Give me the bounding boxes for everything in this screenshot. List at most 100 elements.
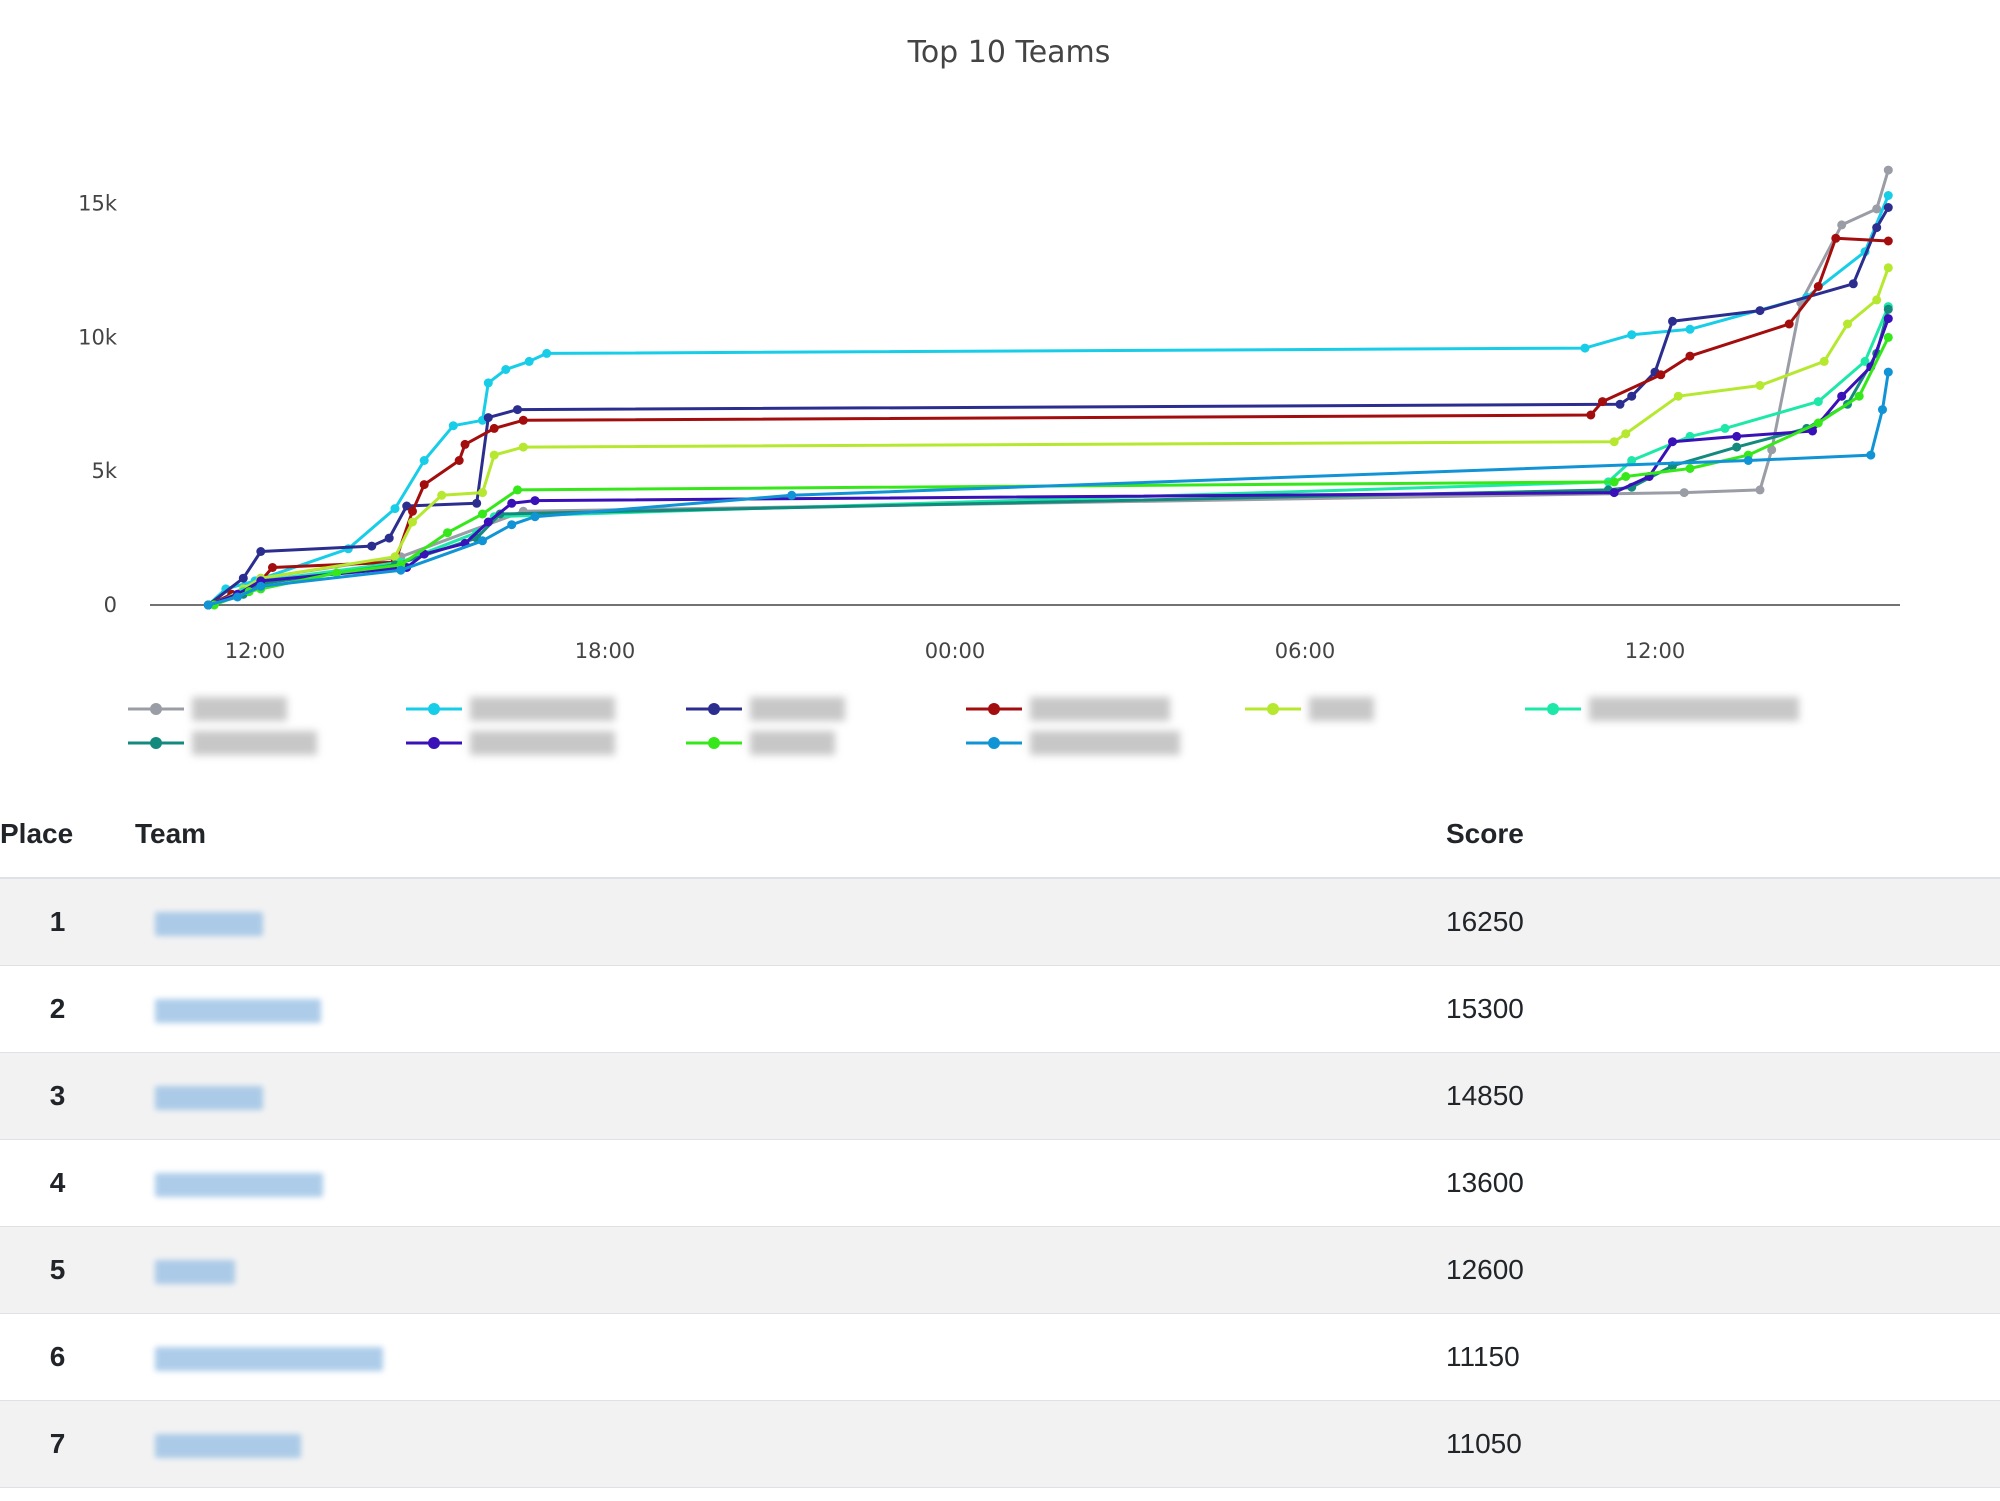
team-link[interactable] bbox=[155, 1433, 301, 1458]
data-point bbox=[472, 498, 482, 508]
y-tick-label: 0 bbox=[104, 593, 117, 617]
table-row: 4 13600 bbox=[0, 1139, 2000, 1227]
legend-item[interactable] bbox=[966, 697, 1170, 721]
data-point bbox=[518, 442, 528, 452]
series-3 bbox=[203, 203, 1893, 610]
data-point bbox=[437, 490, 447, 500]
data-point bbox=[1883, 304, 1893, 314]
data-point bbox=[256, 547, 266, 556]
place-cell: 4 bbox=[0, 1139, 115, 1227]
data-point bbox=[1883, 367, 1893, 377]
data-point bbox=[1743, 456, 1753, 465]
data-point bbox=[1732, 431, 1742, 441]
legend-item[interactable] bbox=[128, 697, 287, 721]
x-tick-label: 00:00 bbox=[925, 639, 986, 663]
score-cell: 16250 bbox=[1446, 878, 2000, 966]
team-link[interactable] bbox=[155, 911, 263, 936]
team-cell[interactable] bbox=[115, 1052, 1446, 1140]
data-point bbox=[396, 565, 406, 575]
table-row: 3 14850 bbox=[0, 1052, 2000, 1140]
data-point bbox=[1685, 351, 1695, 361]
score-cell: 11050 bbox=[1446, 1400, 2000, 1488]
data-point bbox=[367, 541, 377, 551]
legend-item[interactable] bbox=[966, 731, 1180, 755]
series-layer bbox=[203, 165, 1893, 610]
data-point bbox=[390, 504, 400, 514]
legend-item[interactable] bbox=[128, 731, 317, 755]
legend-item[interactable] bbox=[406, 731, 615, 755]
team-link[interactable] bbox=[155, 1259, 235, 1284]
data-point bbox=[1673, 391, 1683, 401]
data-point bbox=[454, 456, 464, 465]
team-link[interactable] bbox=[155, 1346, 383, 1371]
team-link[interactable] bbox=[155, 1172, 323, 1197]
y-tick-label: 15k bbox=[78, 192, 118, 216]
legend-swatch-marker bbox=[1267, 703, 1279, 715]
legend-swatch-marker bbox=[708, 703, 720, 715]
scoreboard-table: Place Team Score 1 16250 2 15300 3 14850… bbox=[0, 791, 2000, 1488]
data-point bbox=[1872, 295, 1882, 305]
data-point bbox=[1872, 223, 1882, 233]
data-point bbox=[1831, 233, 1841, 243]
team-cell[interactable] bbox=[115, 1313, 1446, 1401]
team-cell[interactable] bbox=[115, 1226, 1446, 1314]
legend-item[interactable] bbox=[1245, 697, 1374, 721]
team-link[interactable] bbox=[155, 1085, 263, 1110]
data-point bbox=[1843, 319, 1852, 329]
data-point bbox=[1580, 343, 1590, 353]
data-point bbox=[1598, 397, 1607, 407]
team-link[interactable] bbox=[155, 998, 321, 1023]
data-point bbox=[530, 496, 540, 506]
data-point bbox=[408, 506, 417, 516]
data-point bbox=[1755, 381, 1765, 390]
legend-swatch-marker bbox=[150, 737, 162, 749]
legend-item[interactable] bbox=[406, 697, 615, 721]
team-cell[interactable] bbox=[115, 965, 1446, 1053]
data-point bbox=[1883, 165, 1893, 175]
data-point bbox=[1656, 370, 1666, 380]
data-point bbox=[1883, 203, 1893, 212]
data-point bbox=[1627, 391, 1637, 401]
data-point bbox=[1609, 437, 1619, 447]
legend-item[interactable] bbox=[1525, 697, 1799, 721]
legend-label bbox=[1589, 697, 1799, 721]
data-point bbox=[1755, 306, 1765, 316]
data-point bbox=[483, 517, 493, 527]
data-point bbox=[1679, 488, 1689, 498]
series-line bbox=[213, 336, 1890, 607]
legend-swatch-marker bbox=[150, 703, 162, 715]
legend-item[interactable] bbox=[686, 697, 845, 721]
data-point bbox=[1668, 316, 1677, 326]
data-point bbox=[787, 490, 797, 500]
data-point bbox=[1767, 445, 1777, 455]
data-point bbox=[1872, 204, 1882, 214]
legend-swatch-marker bbox=[988, 737, 1000, 749]
legend-item[interactable] bbox=[686, 731, 835, 755]
table-row: 1 16250 bbox=[0, 878, 2000, 966]
series-5 bbox=[209, 263, 1893, 610]
data-point bbox=[501, 365, 511, 374]
y-tick-label: 5k bbox=[91, 459, 117, 483]
x-tick-label: 12:00 bbox=[1625, 639, 1686, 663]
team-cell[interactable] bbox=[115, 1400, 1446, 1488]
series-9 bbox=[209, 332, 1893, 610]
chart-title: Top 10 Teams bbox=[907, 35, 1111, 70]
data-point bbox=[507, 520, 517, 530]
data-point bbox=[238, 573, 248, 583]
data-point bbox=[1883, 332, 1893, 342]
score-cell: 11150 bbox=[1446, 1313, 2000, 1401]
legend-label bbox=[1030, 697, 1170, 721]
team-cell[interactable] bbox=[115, 878, 1446, 966]
table-row: 5 12600 bbox=[0, 1226, 2000, 1314]
table-row: 6 11150 bbox=[0, 1313, 2000, 1401]
team-cell[interactable] bbox=[115, 1139, 1446, 1227]
data-point bbox=[513, 485, 522, 495]
data-point bbox=[1813, 282, 1823, 291]
legend-swatch-marker bbox=[1547, 703, 1559, 715]
data-point bbox=[460, 439, 470, 449]
score-cell: 14850 bbox=[1446, 1052, 2000, 1140]
data-point bbox=[1837, 391, 1847, 401]
legend-label bbox=[470, 731, 615, 755]
place-cell: 1 bbox=[0, 878, 115, 966]
data-point bbox=[390, 552, 400, 562]
